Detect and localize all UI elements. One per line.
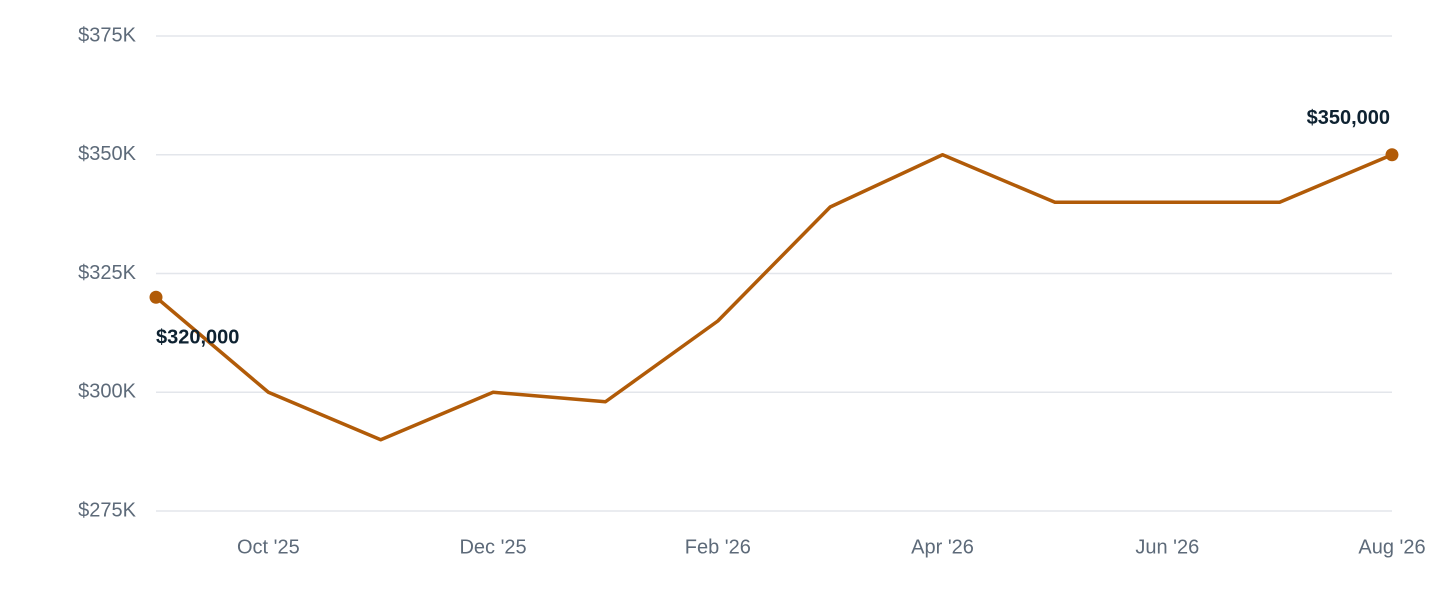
point xyxy=(149,290,163,304)
y-tick-label: $325K xyxy=(78,262,136,284)
point xyxy=(1385,148,1399,162)
line xyxy=(154,153,1393,442)
x-tick-label: Dec '25 xyxy=(459,536,526,558)
y-tick-label: $275K xyxy=(78,499,136,521)
x-tick-label: Aug '26 xyxy=(1358,536,1425,558)
x-tick-label: Apr '26 xyxy=(911,536,974,558)
value-label: $350,000 xyxy=(1307,107,1390,129)
x-tick-label: Jun '26 xyxy=(1135,536,1199,558)
y-tick-label: $375K xyxy=(78,24,136,46)
x-tick-label: Oct '25 xyxy=(237,536,300,558)
x-tick-label: Feb '26 xyxy=(685,536,751,558)
value-label: $320,000 xyxy=(156,327,239,349)
y-tick-label: $350K xyxy=(78,143,136,165)
y-tick-label: $300K xyxy=(78,381,136,403)
